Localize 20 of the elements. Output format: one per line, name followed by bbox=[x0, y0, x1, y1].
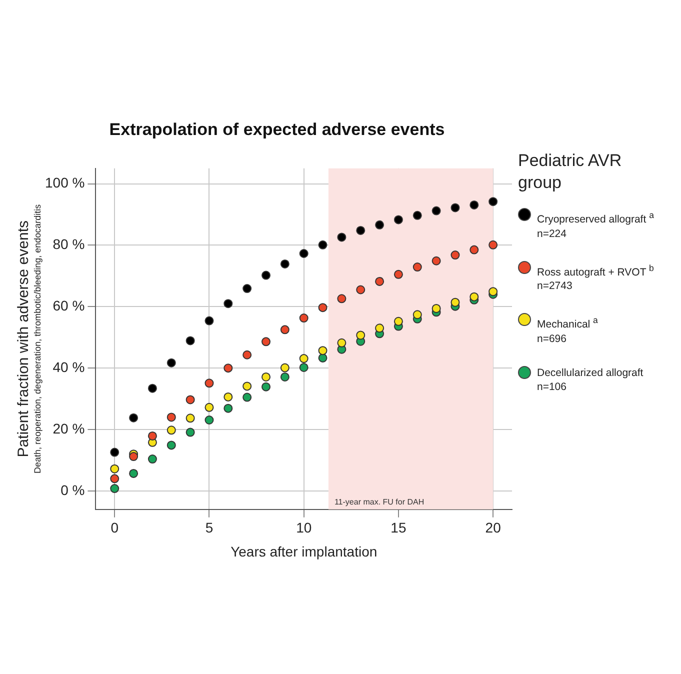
x-tick-label: 5 bbox=[205, 520, 214, 536]
legend-title: Pediatric AVR group bbox=[518, 150, 623, 194]
text: Ross autograft + RVOT $^{b}$ n=2743 bbox=[537, 262, 654, 292]
text: Cryopreserved allograft $^{a}$ n=224 bbox=[537, 210, 654, 240]
y-tick-label: 100 % bbox=[44, 174, 85, 191]
y-axis-title: Patient fraction with adverse events Death, reoperation, degeneration, thrombotic/bleeding, endocarditis bbox=[15, 204, 42, 474]
x-tick-label: 0 bbox=[110, 520, 119, 536]
chart-title: Extrapolation of expected adverse events bbox=[109, 120, 445, 139]
x-tick-label: 20 bbox=[485, 520, 502, 536]
x-tick-label: 10 bbox=[296, 520, 312, 536]
y-tick-label: 0 % bbox=[60, 482, 85, 498]
text: Mechanical $^{a}$ n=696 bbox=[537, 315, 598, 344]
y-tick-label: 80 % bbox=[52, 236, 85, 252]
y-tick-label: 60 % bbox=[52, 298, 85, 314]
y-tick-label: 40 % bbox=[52, 358, 85, 375]
x-tick-label: 15 bbox=[390, 520, 406, 536]
legend-label: Decellularized allograft n=106 bbox=[537, 366, 644, 394]
y-tick-label: 20 % bbox=[52, 420, 85, 436]
band-label: 11-year max. FU for DAH bbox=[334, 498, 424, 507]
x-axis-title: Years after implantation bbox=[230, 543, 378, 560]
